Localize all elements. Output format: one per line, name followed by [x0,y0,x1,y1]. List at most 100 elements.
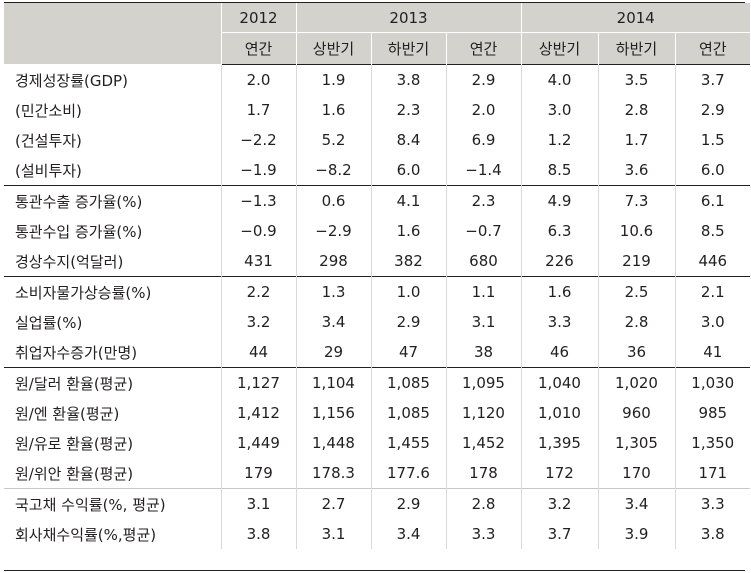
table-cell: 4.0 [520,64,598,95]
table-cell: 1,395 [520,428,598,458]
row-label: 취업자수증가(만명) [15,343,138,362]
table-cell: 44 [220,337,296,368]
table-cell: 1.0 [370,276,446,307]
table-cell: 3.2 [220,307,296,337]
table-cell: 2.9 [370,488,446,519]
table-row: 통관수출 증가율(%) −1.3 0.6 4.1 2.3 4.9 7.3 6.1 [4,185,751,216]
table-row: 실업률(%) 3.2 3.4 2.9 3.1 3.3 2.8 3.0 [4,307,751,337]
table-cell: 1,104 [295,367,371,398]
table-cell: 1,085 [370,398,446,428]
row-label: 회사채수익률(%,평균) [15,525,157,544]
table-cell: 1.5 [674,125,751,155]
table-cell: 382 [370,246,446,277]
table-cell: 177.6 [370,458,446,489]
table-cell: 1,030 [674,367,751,398]
table-cell: 8.5 [674,216,751,246]
table-row: 경제성장률(GDP) 2.0 1.9 3.8 2.9 4.0 3.5 3.7 [4,64,751,95]
table-cell: 226 [520,246,598,277]
row-label: 실업률(%) [15,313,83,332]
table-cell: 446 [674,246,751,277]
table-cell: 46 [520,337,598,368]
table-cell: 6.0 [674,155,751,186]
table-cell: 2.8 [597,95,675,125]
table-cell: 2.7 [295,488,371,519]
table-cell: −1.3 [220,185,296,216]
table-cell: 3.7 [674,64,751,95]
table-cell: 431 [220,246,296,277]
table-cell: 2.9 [370,307,446,337]
table-cell: 1,412 [220,398,296,428]
table-cell: 3.4 [597,488,675,519]
row-label: (민간소비) [15,101,82,120]
table-cell: 2.0 [445,95,521,125]
table-cell: 1,452 [445,428,521,458]
table-cell: 38 [445,337,521,368]
header-period: 연간 [445,32,521,65]
table-cell: 47 [370,337,446,368]
table-cell: 1,127 [220,367,296,398]
table-cell: 8.5 [520,155,598,186]
table-cell: 1,449 [220,428,296,458]
header-year-2012: 2012 [220,3,296,33]
table-cell: 3.5 [597,64,675,95]
table-cell: 178.3 [295,458,371,489]
table-cell: 6.9 [445,125,521,155]
table-cell: 2.2 [220,276,296,307]
table-cell: 3.8 [674,519,751,549]
table-row: 원/달러 환율(평균) 1,127 1,104 1,085 1,095 1,040 1,02… [4,367,751,398]
row-label: 경상수지(억달러) [15,252,124,271]
table-cell: 1,156 [295,398,371,428]
table-cell: 1.6 [520,276,598,307]
table-cell: 2.3 [445,185,521,216]
table-cell: 36 [597,337,675,368]
table-cell: 4.1 [370,185,446,216]
table-cell: 3.0 [520,95,598,125]
table-cell: 3.1 [445,307,521,337]
table-cell: 3.7 [520,519,598,549]
table-row: 경상수지(억달러) 431 298 382 680 226 219 446 [4,246,751,277]
table-cell: 2.0 [220,64,296,95]
table-cell: 1,120 [445,398,521,428]
table-cell: 1,095 [445,367,521,398]
header-period: 상반기 [295,32,371,65]
table-row: (건설투자) −2.2 5.2 8.4 6.9 1.2 1.7 1.5 [4,125,751,155]
header-period: 하반기 [597,32,675,65]
row-label: 원/위안 환율(평균) [15,464,134,483]
table-cell: −2.9 [295,216,371,246]
header-corner-cell [4,3,221,65]
table-cell: 3.3 [520,307,598,337]
table-cell: 6.3 [520,216,598,246]
table-cell: 1,010 [520,398,598,428]
table-cell: 5.2 [295,125,371,155]
table-cell: 3.8 [220,519,296,549]
table-cell: 2.1 [674,276,751,307]
row-label: 원/유로 환율(평균) [15,434,134,453]
table-cell: 3.3 [674,488,751,519]
table-cell: 41 [674,337,751,368]
table-cell: 3.2 [520,488,598,519]
table-row: 원/엔 환율(평균) 1,412 1,156 1,085 1,120 1,010 960 98… [4,398,751,428]
table-row: 원/유로 환율(평균) 1,449 1,448 1,455 1,452 1,395 1,30… [4,428,751,458]
table-cell: −1.9 [220,155,296,186]
table-cell: 1,020 [597,367,675,398]
table-cell: 1,040 [520,367,598,398]
table-cell: 2.8 [597,307,675,337]
table-cell: 3.0 [674,307,751,337]
table-cell: 3.9 [597,519,675,549]
header-period: 연간 [674,32,751,65]
row-label: 소비자물가상승률(%) [4,276,221,307]
table-cell: 3.4 [370,519,446,549]
table-cell: 1,085 [370,367,446,398]
table-cell: 985 [674,398,751,428]
table-cell: 6.0 [370,155,446,186]
table-cell: 179 [220,458,296,489]
table-bottom-rule [4,570,745,571]
table-cell: 3.8 [370,64,446,95]
table-cell: 1.1 [445,276,521,307]
table-row: 회사채수익률(%,평균) 3.8 3.1 3.4 3.3 3.7 3.9 3.8 [4,519,751,549]
table-cell: 298 [295,246,371,277]
table-cell: 170 [597,458,675,489]
table-cell: 178 [445,458,521,489]
table-cell: 3.6 [597,155,675,186]
table-cell: −0.9 [220,216,296,246]
